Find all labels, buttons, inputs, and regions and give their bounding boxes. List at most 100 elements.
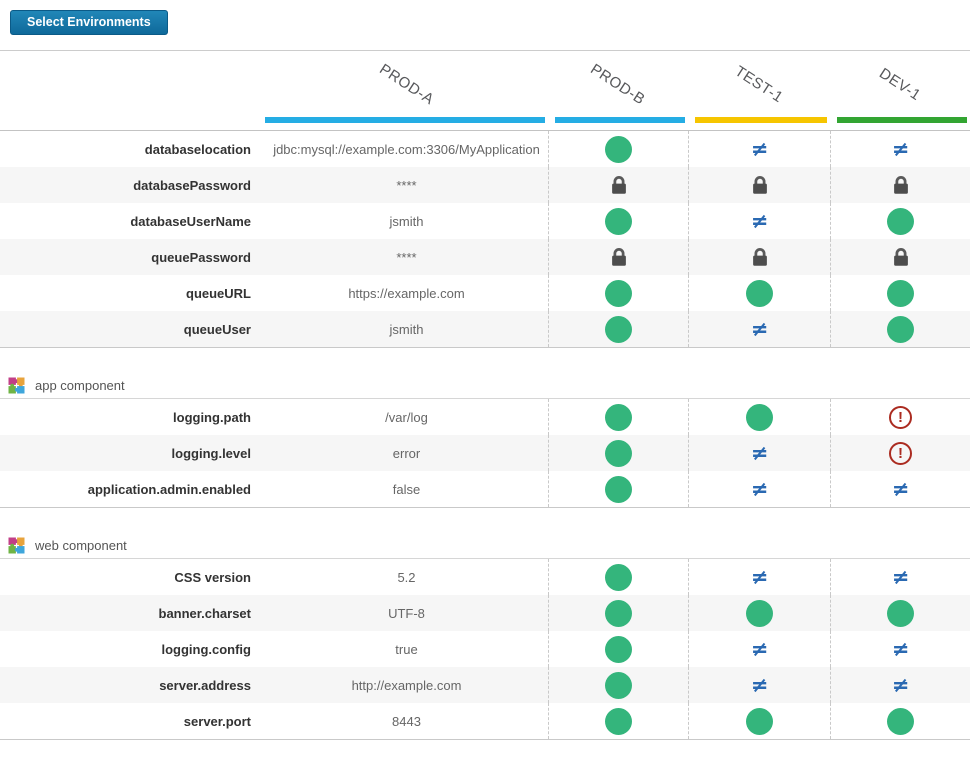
lock-icon[interactable] xyxy=(608,246,630,268)
equal-icon[interactable] xyxy=(605,707,632,735)
select-environments-button[interactable]: Select Environments xyxy=(10,10,168,35)
status-cell[interactable] xyxy=(688,595,830,631)
equal-icon[interactable] xyxy=(605,315,632,343)
warning-icon[interactable]: ! xyxy=(889,405,912,429)
equal-icon[interactable] xyxy=(605,439,632,467)
status-cell[interactable] xyxy=(830,239,970,275)
equal-icon[interactable] xyxy=(605,403,632,431)
table-row: logging.config true ≠ ≠ xyxy=(0,631,970,667)
not-equal-icon[interactable]: ≠ xyxy=(891,476,910,501)
property-name: server.port xyxy=(183,713,251,729)
status-cell[interactable] xyxy=(548,167,688,203)
equal-icon[interactable] xyxy=(746,707,773,735)
status-cell[interactable]: ! xyxy=(830,435,970,471)
status-cell[interactable]: ≠ xyxy=(688,203,830,239)
status-cell[interactable]: ! xyxy=(830,399,970,435)
equal-icon[interactable] xyxy=(605,279,632,307)
equal-icon[interactable] xyxy=(887,279,914,307)
status-cell[interactable]: ≠ xyxy=(688,559,830,595)
status-cell[interactable] xyxy=(548,559,688,595)
equal-icon[interactable] xyxy=(605,599,632,627)
status-cell[interactable] xyxy=(548,667,688,703)
env-color-bar-test-1 xyxy=(695,117,827,123)
not-equal-icon[interactable]: ≠ xyxy=(750,564,769,589)
status-cell[interactable] xyxy=(548,399,688,435)
not-equal-icon[interactable]: ≠ xyxy=(750,476,769,501)
equal-icon[interactable] xyxy=(605,475,632,503)
status-cell[interactable] xyxy=(548,631,688,667)
equal-icon[interactable] xyxy=(605,635,632,663)
property-value: **** xyxy=(396,249,417,265)
not-equal-icon[interactable]: ≠ xyxy=(750,208,769,233)
equal-icon[interactable] xyxy=(887,315,914,343)
lock-icon[interactable] xyxy=(749,174,771,196)
status-cell[interactable] xyxy=(688,275,830,311)
env-label-test-1: TEST-1 xyxy=(731,62,787,106)
not-equal-icon[interactable]: ≠ xyxy=(891,672,910,697)
status-cell[interactable] xyxy=(830,167,970,203)
equal-icon[interactable] xyxy=(605,207,632,235)
not-equal-icon[interactable]: ≠ xyxy=(750,636,769,661)
component-puzzle-icon xyxy=(8,537,25,553)
equal-icon[interactable] xyxy=(605,563,632,591)
status-cell[interactable] xyxy=(548,703,688,739)
status-cell[interactable] xyxy=(688,703,830,739)
status-cell[interactable]: ≠ xyxy=(688,311,830,347)
not-equal-icon[interactable]: ≠ xyxy=(750,136,769,161)
status-cell[interactable]: ≠ xyxy=(688,435,830,471)
status-cell[interactable] xyxy=(548,275,688,311)
status-cell[interactable]: ≠ xyxy=(830,667,970,703)
status-cell[interactable]: ≠ xyxy=(688,667,830,703)
status-cell[interactable]: ≠ xyxy=(830,131,970,167)
lock-icon[interactable] xyxy=(749,246,771,268)
status-cell[interactable]: ≠ xyxy=(830,471,970,507)
status-cell[interactable] xyxy=(688,167,830,203)
warning-icon[interactable]: ! xyxy=(889,441,912,465)
status-cell[interactable] xyxy=(548,311,688,347)
not-equal-icon[interactable]: ≠ xyxy=(750,316,769,341)
property-value: jdbc:mysql://example.com:3306/MyApplicat… xyxy=(273,141,540,157)
env-color-bar-dev-1 xyxy=(837,117,967,123)
status-cell[interactable] xyxy=(830,595,970,631)
status-cell[interactable] xyxy=(548,239,688,275)
property-name: databasePassword xyxy=(133,177,251,193)
status-cell[interactable]: ≠ xyxy=(688,631,830,667)
status-cell[interactable] xyxy=(548,595,688,631)
toolbar-divider xyxy=(0,50,970,51)
status-cell[interactable]: ≠ xyxy=(830,559,970,595)
equal-icon[interactable] xyxy=(887,599,914,627)
status-cell[interactable]: ≠ xyxy=(830,631,970,667)
equal-icon[interactable] xyxy=(605,671,632,699)
status-cell[interactable] xyxy=(548,203,688,239)
equal-icon[interactable] xyxy=(746,403,773,431)
table-row: logging.level error ≠ ! xyxy=(0,435,970,471)
status-cell[interactable] xyxy=(688,399,830,435)
equal-icon[interactable] xyxy=(746,599,773,627)
status-cell[interactable] xyxy=(830,703,970,739)
equal-icon[interactable] xyxy=(887,207,914,235)
lock-icon[interactable] xyxy=(890,174,912,196)
status-cell[interactable]: ≠ xyxy=(688,471,830,507)
lock-icon[interactable] xyxy=(890,246,912,268)
status-cell[interactable] xyxy=(830,275,970,311)
status-cell[interactable] xyxy=(548,435,688,471)
section-header: app component xyxy=(0,372,970,399)
property-value: /var/log xyxy=(385,409,428,425)
status-cell[interactable] xyxy=(830,203,970,239)
lock-icon[interactable] xyxy=(608,174,630,196)
equal-icon[interactable] xyxy=(887,707,914,735)
status-cell[interactable] xyxy=(688,239,830,275)
not-equal-icon[interactable]: ≠ xyxy=(750,440,769,465)
not-equal-icon[interactable]: ≠ xyxy=(891,136,910,161)
not-equal-icon[interactable]: ≠ xyxy=(891,636,910,661)
equal-icon[interactable] xyxy=(746,279,773,307)
status-cell[interactable] xyxy=(548,471,688,507)
equal-icon[interactable] xyxy=(605,135,632,163)
property-value: jsmith xyxy=(389,321,424,337)
not-equal-icon[interactable]: ≠ xyxy=(750,672,769,697)
status-cell[interactable] xyxy=(830,311,970,347)
env-color-bar-prod-a xyxy=(265,117,545,123)
status-cell[interactable] xyxy=(548,131,688,167)
status-cell[interactable]: ≠ xyxy=(688,131,830,167)
not-equal-icon[interactable]: ≠ xyxy=(891,564,910,589)
